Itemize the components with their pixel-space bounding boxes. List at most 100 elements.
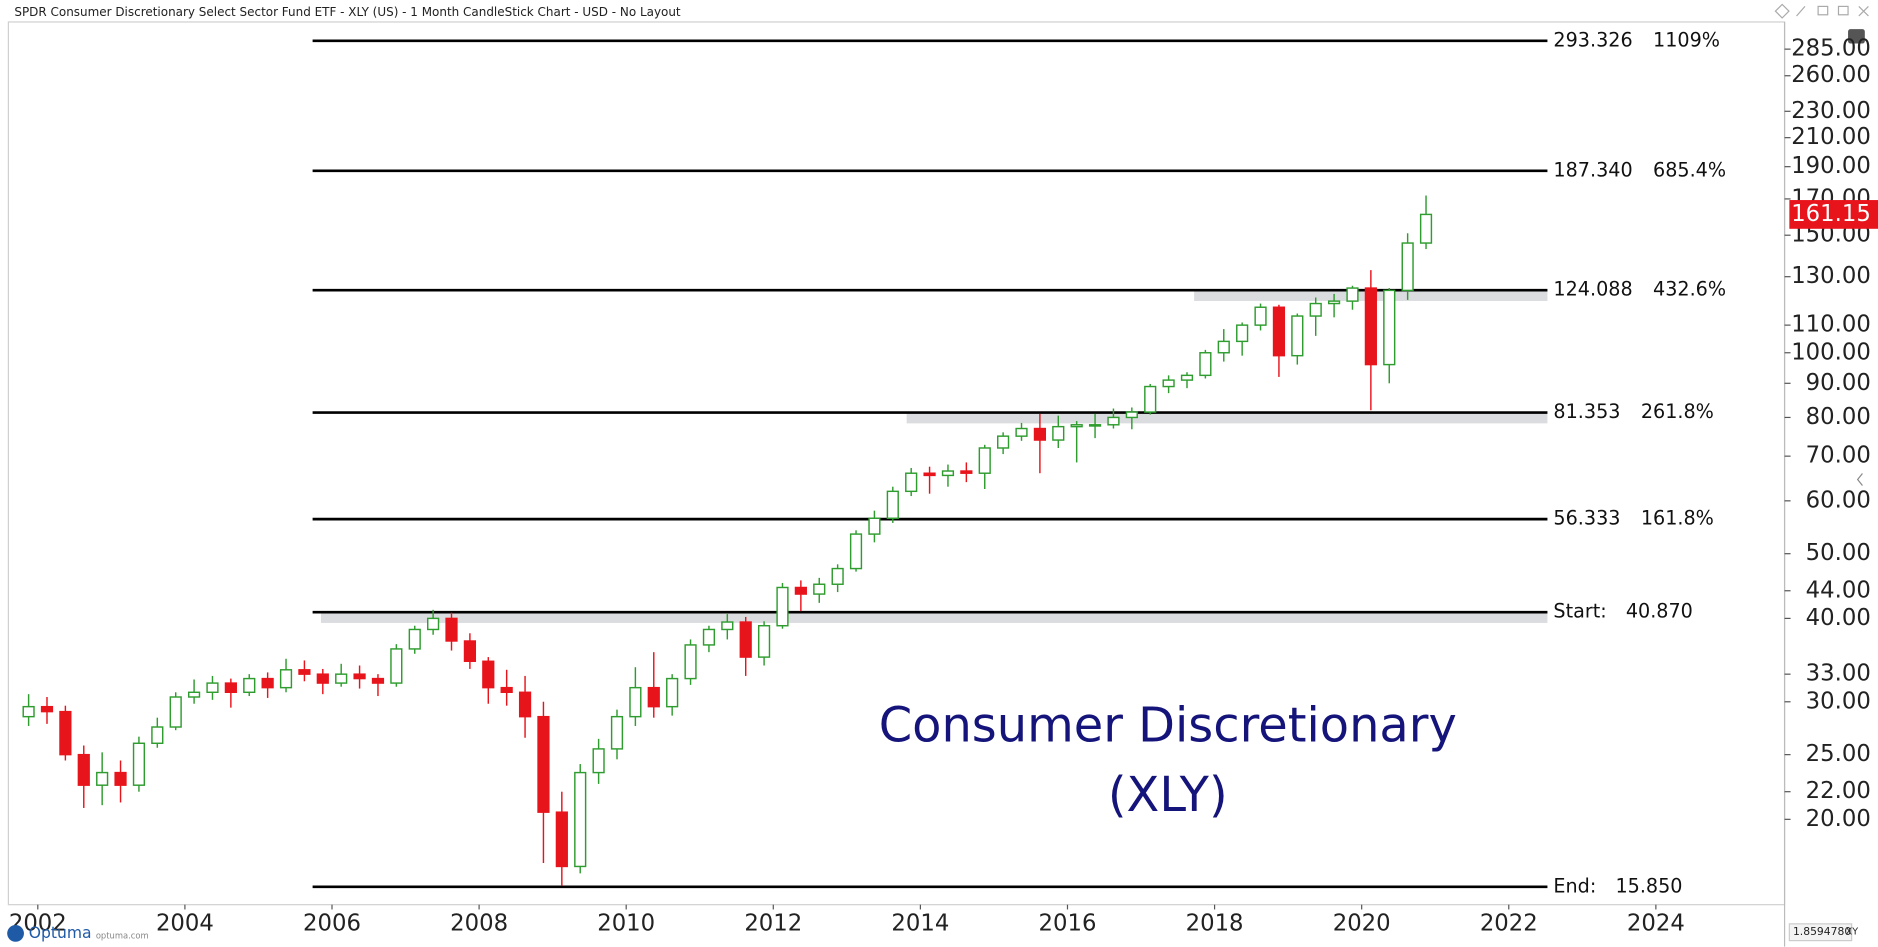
lock-icon[interactable] [1848,29,1865,44]
candle-body [1254,306,1267,326]
y-tick-label: 100.00 [1791,339,1871,365]
y-tick-label: 230.00 [1791,98,1871,124]
x-tick-label: 2018 [1186,910,1244,936]
candle-body [813,583,826,595]
level-label: 56.333 [1553,507,1620,530]
candle-body [574,771,587,868]
y-tick-label: 70.00 [1806,443,1871,469]
readout-box[interactable] [1788,923,1853,942]
candle-body [298,669,311,675]
candle-body [905,472,918,493]
candle-body [794,586,807,595]
candle-body [886,490,899,519]
candle-body [1401,242,1414,292]
chart-title: SPDR Consumer Discretionary Select Secto… [14,5,681,19]
candle-body [1015,427,1028,437]
candle-body [1052,425,1065,441]
y-tick-label: 190.00 [1791,153,1871,179]
brand: Optuma [29,924,92,942]
x-tick-label: 2020 [1333,910,1391,936]
candle-body [187,691,201,698]
candle-body [1199,352,1212,377]
x-tick-label: 2022 [1480,910,1538,936]
candle-body [96,771,109,786]
annotation: (XLY) [1108,768,1228,823]
candle-body [1346,287,1359,302]
candle-body [592,748,605,774]
candle-body [1162,379,1175,388]
brand-site: optuma.com [96,930,149,940]
candle-body [371,677,385,684]
collapse-arrow[interactable] [1856,473,1863,486]
candle-body [923,472,936,477]
candle-body [206,682,219,694]
candle-body [849,533,863,570]
icon[interactable] [1837,5,1849,16]
candle-body [1144,385,1157,413]
candle-body [1272,306,1286,357]
icon[interactable] [1774,3,1790,19]
y-tick-label: 20.00 [1806,806,1871,832]
candle-body [169,696,182,728]
candle-body [960,470,973,474]
readout: 1.8594780 [1793,925,1851,938]
x-tick-label: 2006 [303,910,361,936]
x-tick-label: 2004 [156,910,214,936]
level-name: Start: [1553,600,1606,623]
y-tick-label: 80.00 [1806,404,1871,430]
candle-body [390,648,403,684]
candle-body [1364,287,1377,366]
candle-body [739,621,752,658]
candle-body [1125,411,1138,419]
candle-body [978,447,991,474]
candle-body [77,753,90,786]
level-label: 187.340 [1553,158,1632,181]
x-tick-label: 2024 [1627,910,1685,936]
level-label: 40.870 [1626,600,1693,623]
logo-mark [7,925,24,942]
candle-body [518,691,532,718]
zone [320,612,1548,623]
level-label: 15.850 [1615,874,1682,897]
candle-body [1291,315,1304,357]
candle-body [482,660,495,689]
plot: 285.00260.00230.00210.00190.00170.00150.… [9,28,1878,936]
candle-body [537,715,550,813]
icon[interactable] [1858,5,1869,17]
price-marker [1789,200,1878,229]
candle-body [757,625,771,658]
candle-body [408,628,421,650]
candle-body [1309,302,1322,317]
candle-body [316,673,329,684]
candle-body [1383,289,1396,366]
candle-body [1070,424,1083,428]
candle-body [335,673,348,684]
level-label: 81.353 [1553,400,1620,423]
candle-body [445,617,458,642]
level-percent: 685.4% [1653,158,1726,181]
mode[interactable]: XY [1846,927,1859,938]
y-tick-label: 40.00 [1806,605,1871,631]
icon[interactable] [1817,5,1829,16]
candle-body [132,742,146,786]
y-tick-label: 33.00 [1806,661,1871,687]
candle-body [151,726,164,744]
level-name: End: [1553,874,1596,897]
candle-body [555,811,568,868]
x-tick-label: 2008 [450,910,508,936]
candle-body [243,677,256,694]
candle-body [1107,416,1120,426]
level-percent: 432.6% [1653,278,1726,301]
y-tick-label: 130.00 [1791,263,1871,289]
window-icons[interactable] [1774,3,1869,19]
icon[interactable] [1796,6,1806,17]
candle-body [684,644,697,680]
x-tick-label: 2010 [597,910,655,936]
y-tick-label: 210.00 [1791,124,1871,150]
annotation: Consumer Discretionary [879,699,1457,754]
x-tick-label: 2012 [744,910,802,936]
candle-body [997,435,1010,449]
candle-body [666,677,679,708]
candle-body [647,686,660,708]
